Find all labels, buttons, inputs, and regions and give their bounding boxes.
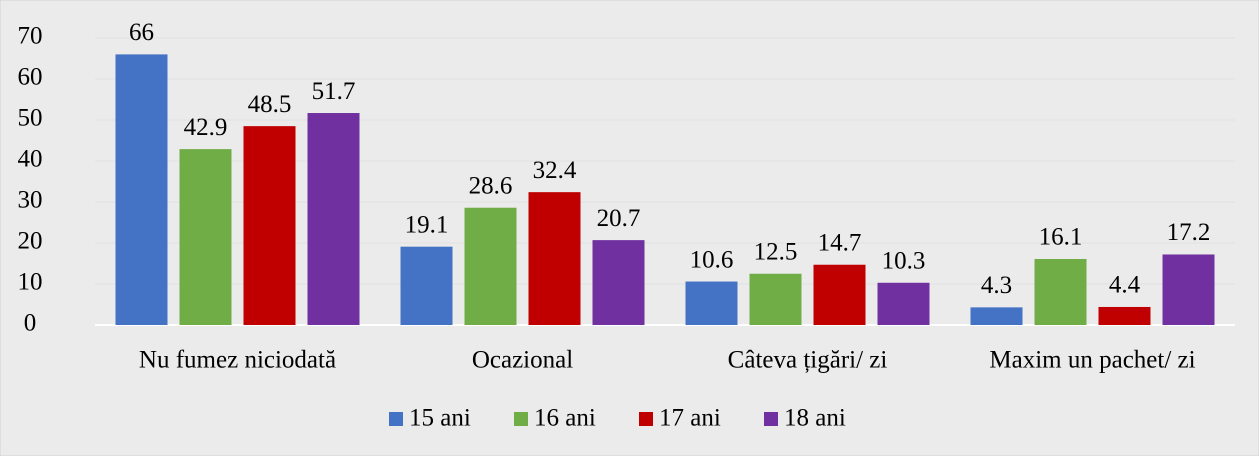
data-label: 14.7 [818,229,862,256]
y-tick-label: 0 [24,310,37,337]
data-label: 17.2 [1167,219,1211,246]
y-tick-label: 40 [18,146,43,173]
legend-swatch [764,412,778,426]
data-label: 4.4 [1109,272,1141,299]
bar [970,307,1023,325]
data-label: 4.3 [981,272,1012,299]
bar [877,282,930,325]
bar [464,207,517,325]
data-label: 10.3 [882,248,926,275]
y-tick-label: 10 [18,269,43,296]
bar [1162,254,1215,325]
legend-label: 17 ani [659,405,721,432]
x-tick-label: Câteva țigări/ zi [728,347,888,374]
bar [179,149,232,325]
y-tick-label: 50 [18,105,43,132]
data-label: 16.1 [1039,224,1083,251]
data-label: 66 [129,19,154,46]
data-label: 20.7 [597,205,641,232]
bar [115,54,168,326]
data-label: 42.9 [184,114,228,141]
bar [749,273,802,325]
y-tick-label: 30 [18,187,43,214]
x-tick-label: Maxim un pachet/ zi [989,347,1195,374]
bar [528,192,581,325]
legend-swatch [639,412,653,426]
bar [685,281,738,325]
data-label: 19.1 [405,211,449,238]
x-tick-label: Nu fumez niciodată [139,347,336,374]
data-label: 10.6 [690,246,734,273]
y-tick-label: 70 [18,23,43,50]
data-label: 12.5 [754,238,798,265]
data-label: 32.4 [533,157,577,184]
y-tick-label: 20 [18,228,43,255]
legend-label: 18 ani [784,405,846,432]
legend-swatch [389,412,403,426]
data-label: 48.5 [248,91,292,118]
bar [400,246,453,325]
legend-label: 15 ani [409,405,471,432]
legend-swatch [514,412,528,426]
bar [1098,306,1151,325]
bar [307,113,360,325]
bar [1034,258,1087,325]
data-label: 51.7 [312,78,356,105]
legend-label: 16 ani [534,405,596,432]
data-label: 28.6 [469,172,513,199]
x-tick-label: Ocazional [472,347,573,374]
y-tick-label: 60 [18,64,43,91]
bar [243,126,296,326]
bar [813,264,866,325]
bar [592,240,645,325]
